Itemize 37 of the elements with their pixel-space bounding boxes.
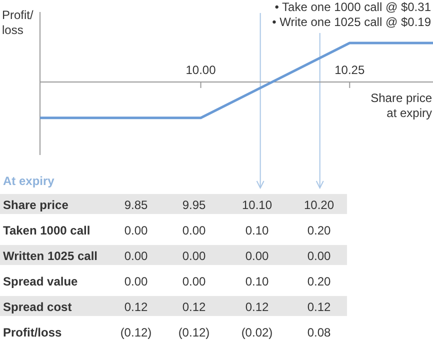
text: 0.00 <box>124 224 148 238</box>
text: 9.85 <box>124 198 148 212</box>
text: • Take one 1000 call @ $0.31 <box>274 0 432 14</box>
category-label: Profit/loss <box>3 326 62 340</box>
text: 0.20 <box>307 274 331 288</box>
category-label: Spread value <box>3 274 78 288</box>
text: 0.20 <box>307 224 331 238</box>
text: (0.12) <box>120 326 152 340</box>
text: 0.00 <box>182 224 206 238</box>
text: (0.02) <box>241 326 273 340</box>
text: 0.10 <box>245 224 269 238</box>
text: 10.20 <box>304 198 334 212</box>
text: 10.10 <box>242 198 272 212</box>
text: 0.12 <box>307 300 331 314</box>
text: 0.12 <box>182 300 206 314</box>
text: 0.10 <box>245 274 269 288</box>
text: 0.12 <box>245 300 269 314</box>
text: 0.00 <box>245 249 269 263</box>
text: • Write one 1025 call @ $0.19 <box>272 15 432 29</box>
text: 0.08 <box>307 326 331 340</box>
y-axis-title: Profit/ loss <box>2 8 34 37</box>
x-axis-title: Share price at expiry <box>370 91 432 120</box>
category-label: Spread cost <box>3 300 72 314</box>
category-label: Share price <box>3 198 68 212</box>
x-tick-label: 10.25 <box>334 63 365 77</box>
text: 0.00 <box>307 249 331 263</box>
text: 0.00 <box>124 249 148 263</box>
text: At expiry <box>3 174 55 188</box>
category-label: Taken 1000 call <box>3 224 90 238</box>
text: 0.00 <box>182 249 206 263</box>
text: 0.00 <box>124 274 148 288</box>
text: 0.12 <box>124 300 148 314</box>
category-label: Written 1025 call <box>3 249 98 263</box>
text: (0.12) <box>178 326 210 340</box>
text: 9.95 <box>182 198 206 212</box>
x-tick-label: 10.00 <box>186 63 216 77</box>
text: 0.00 <box>182 274 206 288</box>
